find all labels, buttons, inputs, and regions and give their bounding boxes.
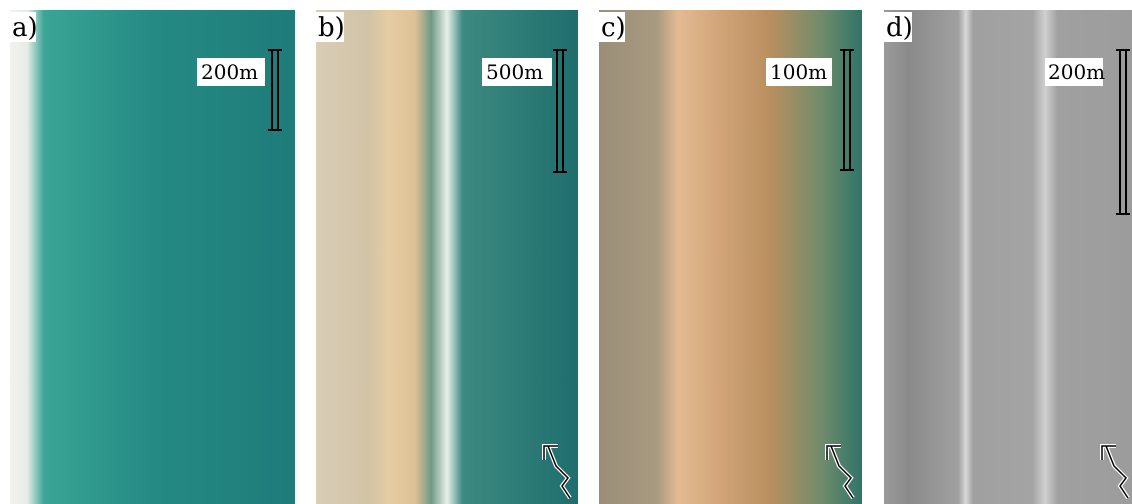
figure: a) b) c) d) 200m 500m 100m 200m <box>0 0 1132 504</box>
scale-label: 500m <box>486 60 543 84</box>
panel-label: a) <box>12 13 38 43</box>
scale-label: 200m <box>1048 60 1105 84</box>
panel-label: c) <box>601 13 626 43</box>
scale-label: 100m <box>770 60 827 84</box>
panel-label: d) <box>886 13 913 43</box>
panel-label: b) <box>318 13 345 43</box>
scale-label: 200m <box>201 60 258 84</box>
